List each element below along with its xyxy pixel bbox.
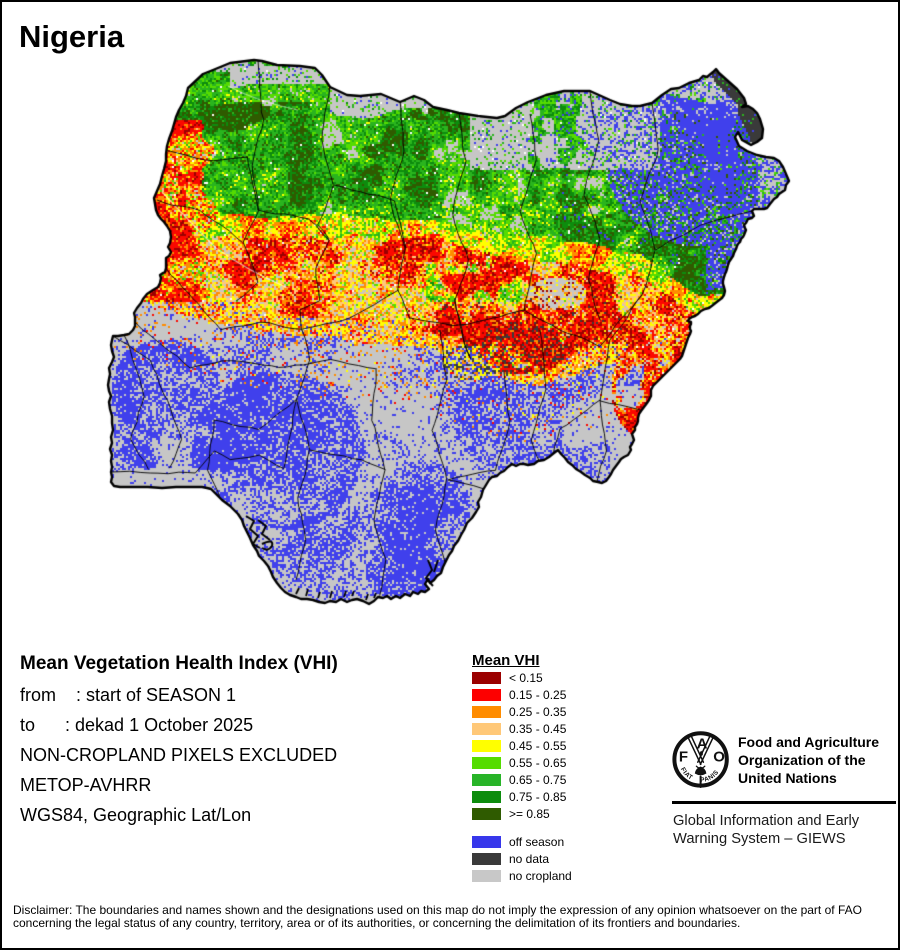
svg-text:O: O — [713, 749, 725, 766]
svg-text:F: F — [679, 749, 688, 766]
svg-text:A: A — [697, 736, 708, 753]
